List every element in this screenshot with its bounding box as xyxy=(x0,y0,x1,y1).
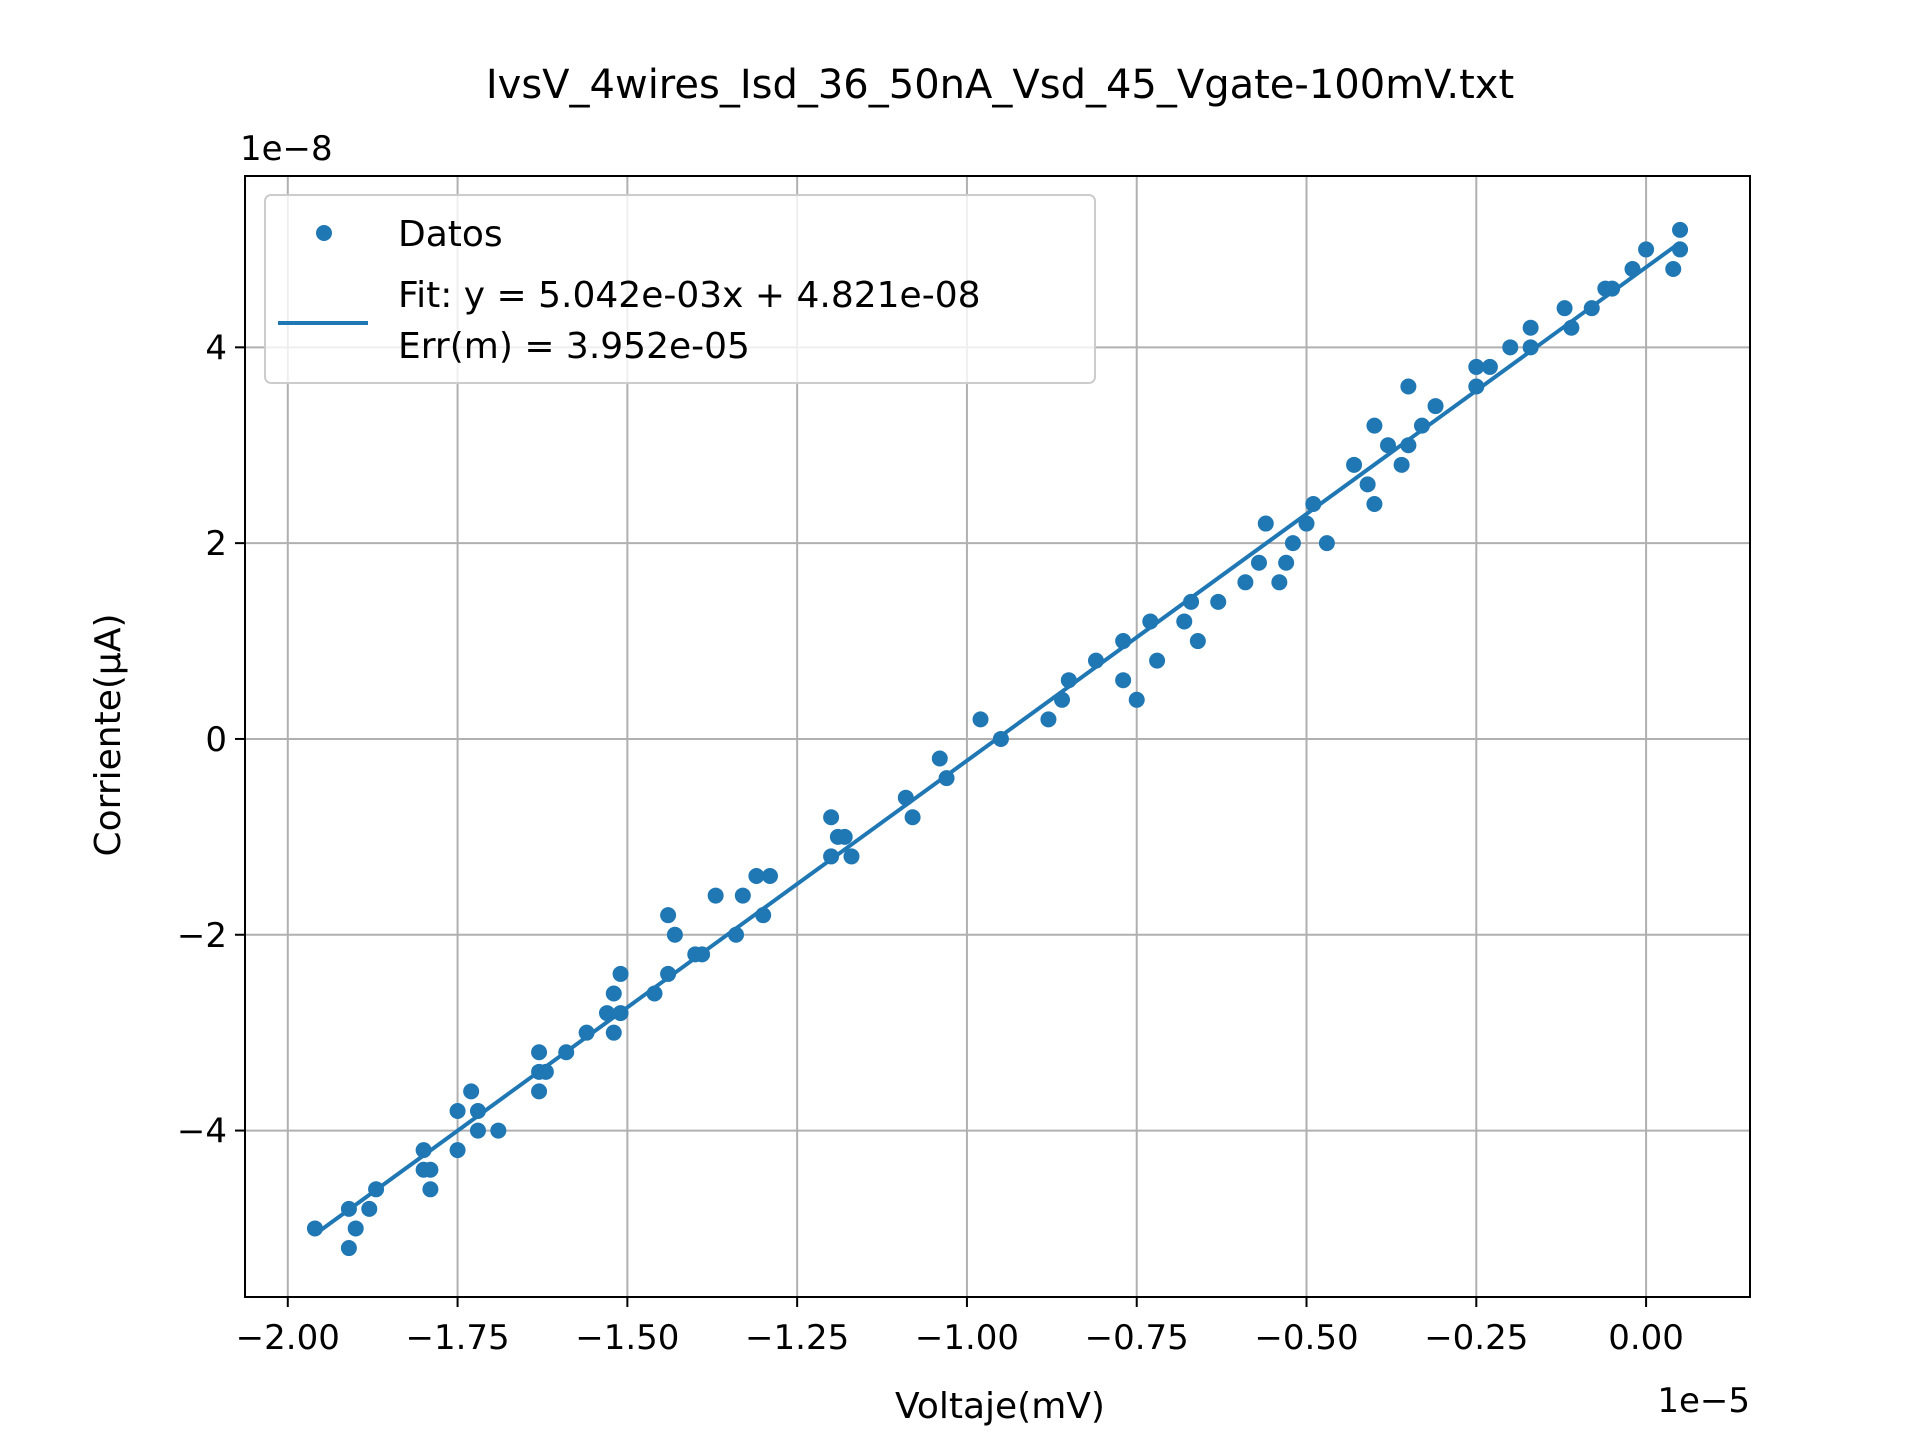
data-point xyxy=(761,868,778,885)
x-tick-label: −0.25 xyxy=(1424,1318,1528,1358)
data-point xyxy=(531,1083,548,1100)
data-point xyxy=(1481,358,1498,375)
data-point xyxy=(612,965,629,982)
data-point xyxy=(361,1200,378,1217)
data-point xyxy=(1318,535,1335,552)
data-point xyxy=(1522,319,1539,336)
fit-line xyxy=(313,240,1682,1236)
data-point xyxy=(660,965,677,982)
data-point xyxy=(1427,398,1444,415)
data-point xyxy=(666,926,683,943)
legend-scatter-marker xyxy=(316,225,332,241)
data-point xyxy=(1400,378,1417,395)
y-tick-label: −2 xyxy=(177,916,227,956)
data-point xyxy=(1298,515,1315,532)
x-tick-label: −0.50 xyxy=(1254,1318,1358,1358)
data-point xyxy=(1149,652,1166,669)
legend-fit-error-label: Err(m) = 3.952e-05 xyxy=(398,326,750,367)
x-tick-label: 0.00 xyxy=(1608,1318,1684,1358)
data-point xyxy=(1176,613,1193,630)
data-point xyxy=(449,1142,466,1159)
data-point xyxy=(449,1102,466,1119)
data-point xyxy=(422,1181,439,1198)
data-point xyxy=(1366,417,1383,434)
data-point xyxy=(1665,261,1682,278)
data-point xyxy=(660,907,677,924)
legend-box xyxy=(264,194,1096,384)
data-point xyxy=(1237,574,1254,591)
legend-scatter-label: Datos xyxy=(398,214,503,255)
x-tick-label: −1.50 xyxy=(575,1318,679,1358)
data-point xyxy=(1210,593,1227,610)
data-point xyxy=(1502,339,1519,356)
data-point xyxy=(1468,358,1485,375)
data-point xyxy=(1278,554,1295,571)
data-point xyxy=(836,828,853,845)
data-point xyxy=(931,750,948,767)
legend: Datos Fit: y = 5.042e-03x + 4.821e-08 Er… xyxy=(264,194,1096,384)
x-tick-label: −0.75 xyxy=(1085,1318,1189,1358)
x-tick-label: −1.75 xyxy=(405,1318,509,1358)
data-point xyxy=(422,1161,439,1178)
x-tick-label: −1.00 xyxy=(915,1318,1019,1358)
data-point xyxy=(1468,378,1485,395)
data-point xyxy=(972,711,989,728)
y-tick-label: 2 xyxy=(205,524,227,564)
data-layer xyxy=(306,221,1689,1257)
data-point xyxy=(843,848,860,865)
x-tick-label: −2.00 xyxy=(236,1318,340,1358)
data-point xyxy=(469,1122,486,1139)
data-point xyxy=(347,1220,364,1237)
chart-title: IvsV_4wires_Isd_36_50nA_Vsd_45_Vgate-100… xyxy=(486,62,1514,108)
data-point xyxy=(1413,417,1430,434)
data-point xyxy=(1393,456,1410,473)
data-point xyxy=(1522,339,1539,356)
data-point xyxy=(490,1122,507,1139)
data-point xyxy=(734,887,751,904)
x-tick-label: −1.25 xyxy=(745,1318,849,1358)
data-point xyxy=(578,1024,595,1041)
data-point xyxy=(605,985,622,1002)
data-point xyxy=(1250,554,1267,571)
data-point xyxy=(1040,711,1057,728)
data-point xyxy=(1359,476,1376,493)
ticks: −2.00 −1.75 −1.50 −1.25 −1.00 −0.75 −0.50 −0.25… xyxy=(177,328,1684,1358)
y-tick-label: 0 xyxy=(205,720,227,760)
y-tick-label: 4 xyxy=(205,328,227,368)
data-point xyxy=(823,809,840,826)
data-point xyxy=(1128,691,1145,708)
data-point xyxy=(1556,300,1573,317)
data-point xyxy=(531,1044,548,1061)
data-point xyxy=(463,1083,480,1100)
data-point xyxy=(1115,672,1132,689)
data-point xyxy=(1672,221,1689,238)
plot-area-frame xyxy=(244,175,1751,1298)
data-point xyxy=(748,868,765,885)
data-point xyxy=(1638,241,1655,258)
data-point xyxy=(707,887,724,904)
y-axis-label: Corriente(μA) xyxy=(88,614,129,857)
x-offset-label: 1e−5 xyxy=(1657,1381,1750,1421)
data-point xyxy=(605,1024,622,1041)
data-point xyxy=(1380,437,1397,454)
legend-fit-label: Fit: y = 5.042e-03x + 4.821e-08 xyxy=(398,275,981,316)
y-tick-label: −4 xyxy=(177,1112,227,1152)
data-point xyxy=(340,1240,357,1257)
data-point xyxy=(904,809,921,826)
data-point xyxy=(1271,574,1288,591)
data-point xyxy=(1284,535,1301,552)
data-point xyxy=(1189,633,1206,650)
y-offset-label: 1e−8 xyxy=(240,129,333,169)
x-axis-label: Voltaje(mV) xyxy=(895,1386,1105,1427)
data-point xyxy=(1183,593,1200,610)
data-point xyxy=(1257,515,1274,532)
data-point xyxy=(1346,456,1363,473)
data-point xyxy=(1366,495,1383,512)
